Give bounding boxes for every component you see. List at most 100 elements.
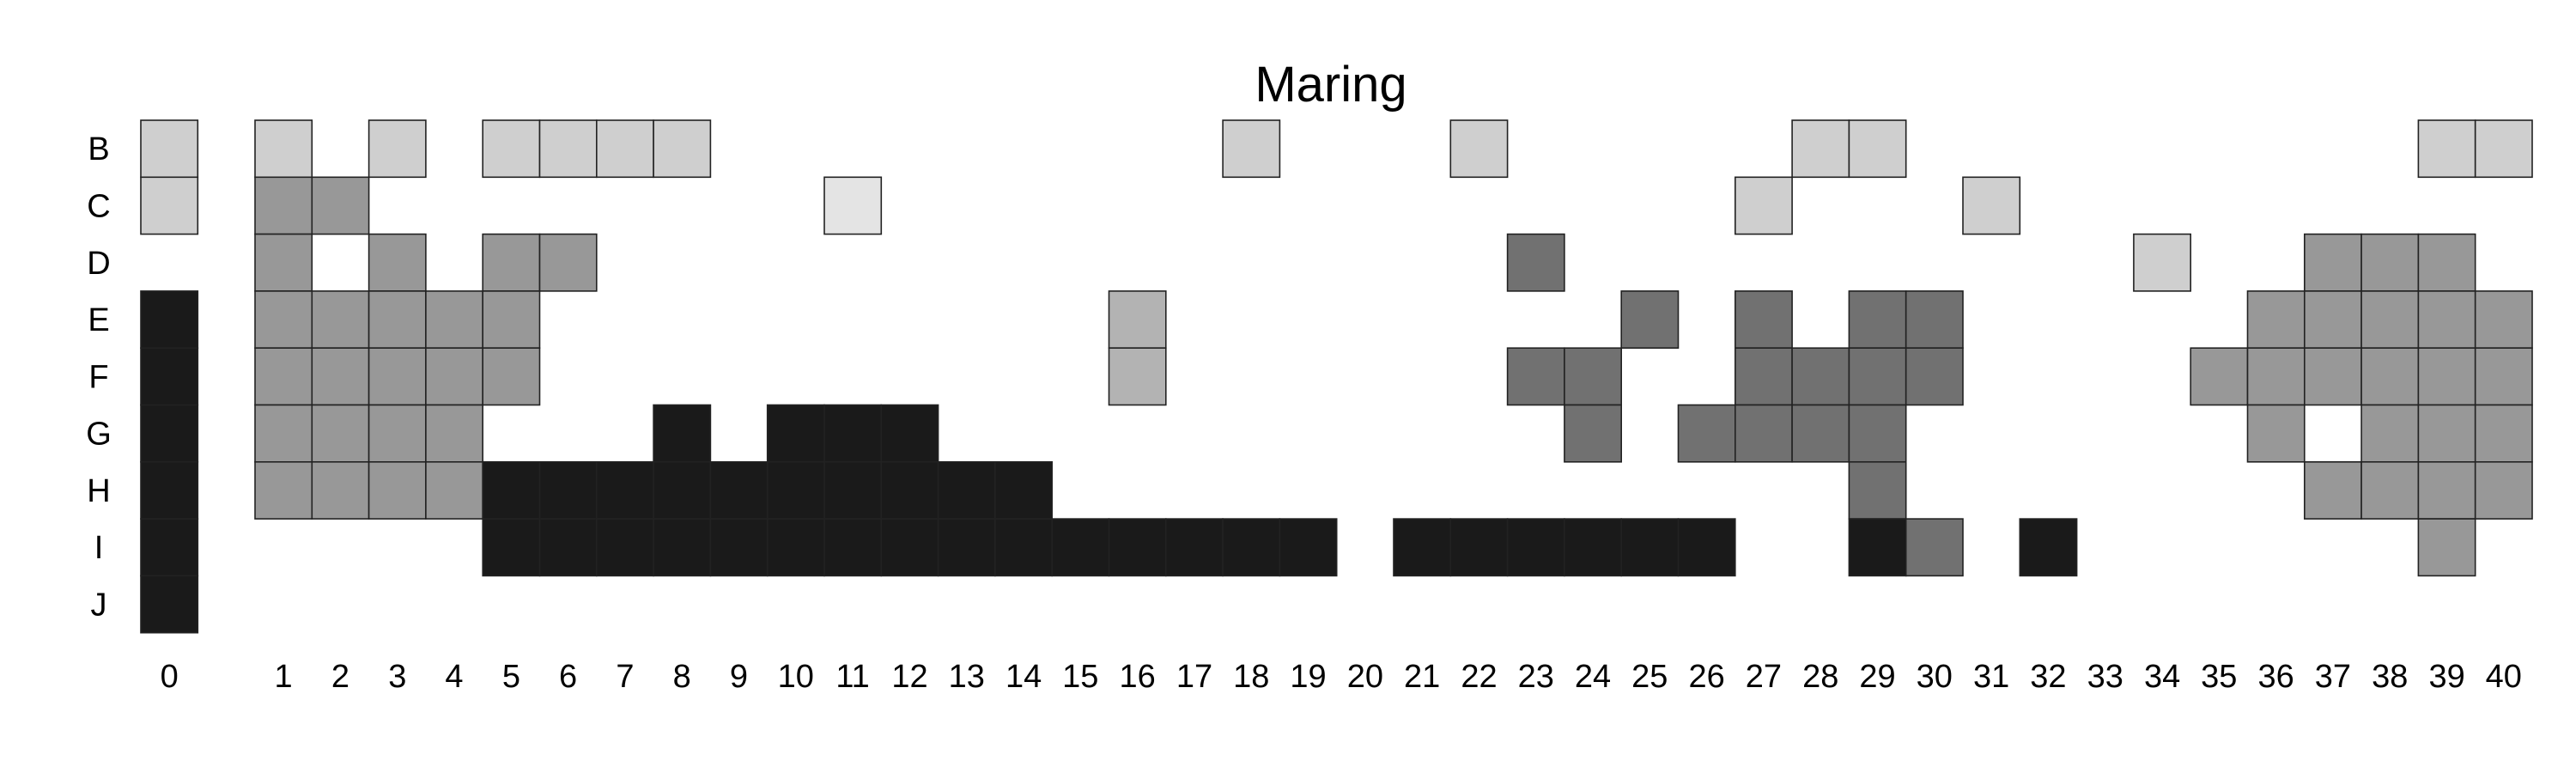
x-tick-label: 6 [559, 659, 577, 695]
heatmap-cell-F-23 [1506, 347, 1565, 406]
heatmap-cell-B-0 [140, 119, 199, 179]
heatmap-cell-I-23 [1506, 518, 1565, 577]
heatmap-cell-H-2 [311, 460, 370, 520]
heatmap-cell-I-8 [653, 518, 712, 577]
heatmap-cell-J-0 [140, 575, 199, 634]
heatmap-cell-F-29 [1848, 347, 1907, 406]
heatmap-cell-H-7 [595, 460, 654, 520]
heatmap-cell-H-14 [994, 460, 1054, 520]
heatmap-cell-G-36 [2246, 404, 2306, 463]
chart-title: Maring [1255, 57, 1406, 113]
heatmap-cell-B-6 [538, 119, 598, 179]
heatmap-cell-B-29 [1848, 119, 1907, 179]
heatmap-cell-I-32 [2019, 518, 2078, 577]
heatmap-cell-E-29 [1848, 290, 1907, 349]
x-tick-label: 24 [1575, 659, 1611, 695]
heatmap-cell-G-28 [1791, 404, 1850, 463]
heatmap-cell-I-13 [937, 518, 996, 577]
heatmap-cell-B-8 [653, 119, 712, 179]
heatmap-cell-G-26 [1677, 404, 1736, 463]
heatmap-cell-F-27 [1735, 347, 1793, 406]
heatmap-cell-I-14 [994, 518, 1054, 577]
heatmap-cell-H-40 [2474, 460, 2533, 520]
heatmap-cell-D-38 [2360, 233, 2420, 292]
x-tick-label: 40 [2486, 659, 2522, 695]
heatmap-cell-G-3 [368, 404, 427, 463]
y-tick-label: C [87, 189, 110, 225]
heatmap-cell-I-19 [1279, 518, 1338, 577]
x-tick-label: 17 [1176, 659, 1212, 695]
heatmap-cell-C-0 [140, 176, 199, 235]
heatmap-cell-I-39 [2417, 518, 2476, 577]
x-tick-label: 20 [1347, 659, 1383, 695]
y-tick-label: D [87, 246, 110, 282]
heatmap-cell-G-24 [1564, 404, 1623, 463]
heatmap-cell-B-5 [482, 119, 541, 179]
y-tick-label: J [91, 587, 107, 624]
x-tick-label: 22 [1461, 659, 1497, 695]
heatmap-cell-D-34 [2133, 233, 2191, 292]
x-tick-label: 21 [1404, 659, 1440, 695]
x-tick-label: 4 [445, 659, 463, 695]
x-tick-label: 12 [891, 659, 927, 695]
x-tick-label: 9 [730, 659, 748, 695]
x-tick-label: 27 [1746, 659, 1782, 695]
heatmap-cell-G-4 [425, 404, 483, 463]
heatmap-cell-D-3 [368, 233, 427, 292]
heatmap-cell-I-11 [823, 518, 883, 577]
heatmap-cell-F-4 [425, 347, 483, 406]
heatmap-cell-H-38 [2360, 460, 2420, 520]
heatmap-cell-H-9 [709, 460, 769, 520]
cells-layer [140, 119, 2533, 634]
heatmap-cell-F-3 [368, 347, 427, 406]
heatmap-cell-I-12 [880, 518, 939, 577]
heatmap-cell-H-39 [2417, 460, 2476, 520]
heatmap-cell-E-36 [2246, 290, 2306, 349]
x-tick-label: 15 [1062, 659, 1098, 695]
heatmap-cell-I-10 [766, 518, 825, 577]
heatmap-cell-E-39 [2417, 290, 2476, 349]
heatmap-cell-H-1 [254, 460, 313, 520]
x-tick-label: 13 [949, 659, 985, 695]
x-tick-label: 0 [161, 659, 179, 695]
heatmap-cell-E-38 [2360, 290, 2420, 349]
heatmap-cell-G-38 [2360, 404, 2420, 463]
heatmap-cell-H-12 [880, 460, 939, 520]
x-tick-label: 26 [1689, 659, 1725, 695]
heatmap-cell-B-22 [1449, 119, 1509, 179]
heatmap-cell-E-16 [1108, 290, 1167, 349]
heatmap-cell-G-39 [2417, 404, 2476, 463]
heatmap-cell-I-26 [1677, 518, 1736, 577]
heatmap-cell-H-8 [653, 460, 712, 520]
x-tick-label: 37 [2315, 659, 2351, 695]
heatmap-cell-H-29 [1848, 460, 1907, 520]
heatmap-cell-H-11 [823, 460, 883, 520]
heatmap-cell-E-27 [1735, 290, 1793, 349]
heatmap-cell-F-30 [1905, 347, 1964, 406]
heatmap-cell-G-8 [653, 404, 712, 463]
x-tick-labels: 0 1 2 3 4 5 6 7 8 9 10 11 12 13 14 15 16 17 18 19 20 21 22 23 24… [161, 659, 2522, 695]
x-tick-label: 28 [1802, 659, 1838, 695]
heatmap-cell-F-1 [254, 347, 313, 406]
x-tick-label: 8 [673, 659, 691, 695]
heatmap-cell-I-5 [482, 518, 541, 577]
heatmap-cell-B-7 [595, 119, 654, 179]
heatmap-cell-F-16 [1108, 347, 1167, 406]
heatmap-cell-B-39 [2417, 119, 2476, 179]
heatmap-cell-B-40 [2474, 119, 2533, 179]
heatmap-cell-I-16 [1108, 518, 1167, 577]
heatmap-cell-H-0 [140, 460, 199, 520]
heatmap-cell-F-38 [2360, 347, 2420, 406]
x-tick-label: 1 [275, 659, 293, 695]
heatmap-cell-E-40 [2474, 290, 2533, 349]
heatmap-cell-C-27 [1735, 176, 1793, 235]
heatmap-cell-F-0 [140, 347, 199, 406]
heatmap-cell-C-31 [1962, 176, 2021, 235]
x-tick-label: 31 [1973, 659, 2009, 695]
x-tick-label: 35 [2201, 659, 2237, 695]
heatmap-cell-F-5 [482, 347, 541, 406]
y-tick-label: H [87, 473, 110, 509]
heatmap-cell-I-6 [538, 518, 598, 577]
